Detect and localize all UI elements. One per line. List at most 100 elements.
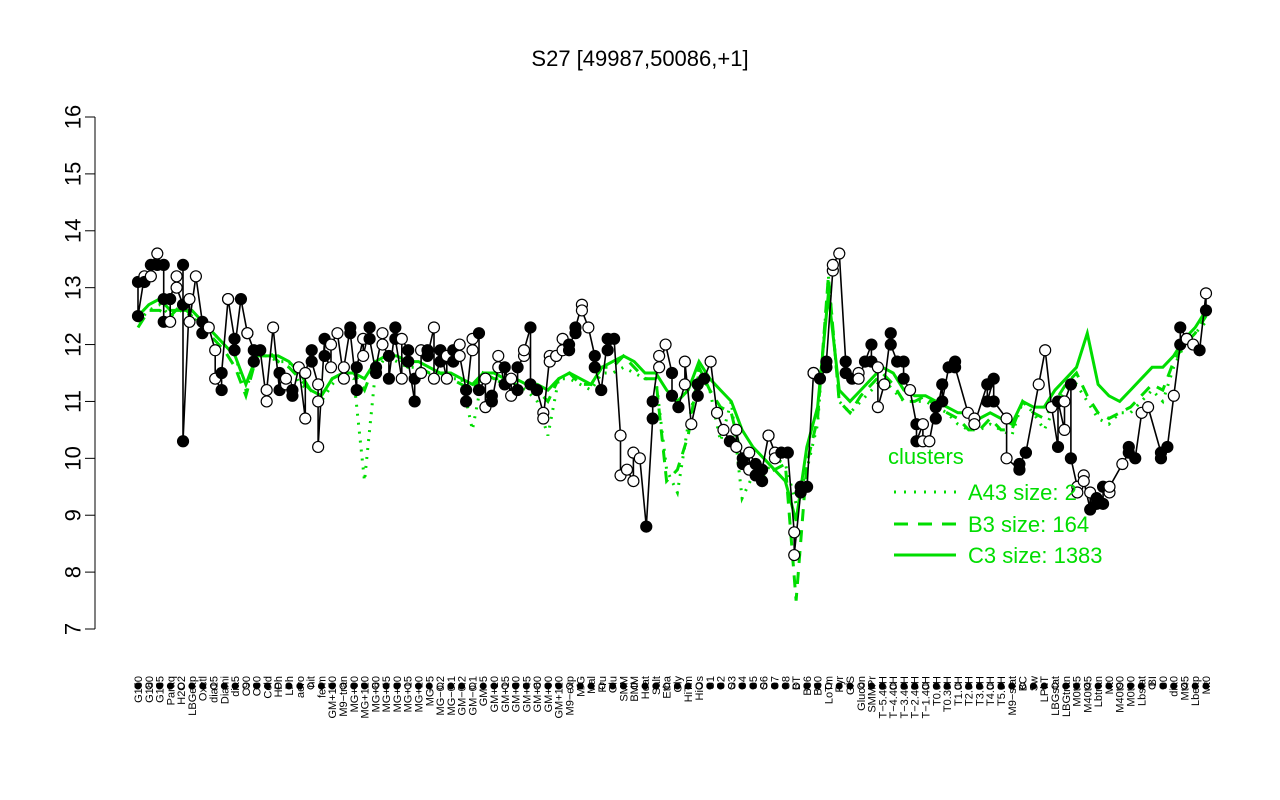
x-tick-label: S7	[769, 676, 781, 689]
data-point	[215, 383, 228, 397]
data-point	[427, 321, 441, 334]
x-tick-marker	[641, 682, 649, 690]
data-point	[460, 395, 473, 408]
x-tick-marker	[814, 682, 822, 690]
x-tick-label: MG−0.1	[446, 676, 458, 715]
x-tick-label: MG+45	[381, 676, 393, 712]
data-point	[1064, 452, 1077, 465]
x-tick-label: LPhT	[1039, 676, 1051, 703]
x-tick-label: BT	[791, 676, 803, 690]
data-point	[151, 247, 164, 260]
data-point	[131, 310, 145, 323]
x-tick-label: B60	[813, 676, 825, 696]
data-point	[987, 372, 1000, 385]
data-point	[189, 270, 203, 283]
x-tick-label: BI	[1147, 676, 1159, 686]
x-tick-label: S5	[748, 676, 760, 689]
x-tick-label: S4	[737, 676, 749, 689]
x-tick-label: G150	[133, 676, 145, 703]
data-point	[659, 338, 672, 351]
x-tick-label: MG+120	[360, 676, 372, 719]
x-tick-marker	[781, 682, 789, 690]
x-tick-label: MG+30	[392, 676, 404, 712]
x-tick-label: S8	[780, 676, 792, 689]
x-tick-marker	[846, 682, 854, 690]
x-tick-marker	[512, 682, 520, 690]
data-point	[369, 361, 383, 374]
data-point	[299, 412, 312, 425]
data-point	[537, 412, 550, 425]
x-tick-label: MG+90	[349, 676, 361, 712]
x-tick-marker	[361, 682, 369, 690]
data-point	[929, 412, 942, 425]
data-point	[331, 327, 344, 340]
data-point	[234, 292, 248, 306]
x-tick-label: Mt0	[1201, 676, 1213, 694]
data-point	[871, 401, 884, 414]
data-point	[254, 344, 267, 357]
x-tick-label: Fru	[597, 676, 609, 693]
data-point	[337, 361, 350, 374]
data-point	[730, 440, 743, 454]
data-point	[614, 429, 627, 442]
data-point	[1193, 344, 1206, 357]
x-tick-marker	[1159, 682, 1167, 690]
data-point	[865, 338, 878, 351]
data-point	[710, 406, 724, 419]
data-point	[801, 480, 814, 493]
data-point	[286, 389, 299, 402]
data-point	[305, 344, 318, 357]
data-point	[627, 474, 640, 488]
data-point	[672, 401, 685, 414]
data-point	[524, 321, 537, 334]
x-tick-label: Sw	[1028, 676, 1040, 691]
x-tick-label: Mt0	[1104, 676, 1116, 694]
x-tick-marker	[533, 682, 541, 690]
data-point	[511, 361, 524, 374]
data-point	[305, 355, 318, 368]
data-point	[685, 418, 698, 431]
data-point	[170, 281, 183, 294]
data-point	[1077, 474, 1090, 488]
data-point	[678, 378, 691, 391]
legend-title: clusters	[888, 444, 964, 469]
x-tick-marker	[868, 682, 876, 690]
x-tick-label: GM+60	[532, 676, 544, 712]
data-point	[485, 395, 498, 408]
x-tick-marker	[436, 682, 444, 690]
data-point	[530, 383, 543, 397]
data-point	[382, 349, 396, 363]
x-tick-marker	[177, 682, 185, 690]
data-point	[460, 383, 473, 397]
x-tick-marker	[156, 682, 164, 690]
data-point	[376, 338, 389, 351]
x-tick-marker	[943, 682, 951, 690]
x-tick-marker	[458, 682, 466, 690]
x-tick-marker	[522, 682, 530, 690]
data-point	[1154, 452, 1168, 465]
x-tick-marker	[544, 682, 552, 690]
data-point	[1122, 440, 1135, 454]
data-point	[897, 355, 910, 368]
x-tick-marker	[986, 682, 994, 690]
data-point	[440, 372, 453, 385]
x-tick-marker	[425, 682, 433, 690]
x-tick-marker	[1040, 682, 1048, 690]
data-point	[357, 349, 370, 363]
x-tick-marker	[1105, 682, 1113, 690]
x-tick-label: Salt	[651, 676, 663, 695]
data-point	[569, 321, 582, 334]
x-tick-marker	[609, 682, 617, 690]
data-point	[260, 395, 273, 408]
x-tick-label: LBGexp	[187, 676, 199, 716]
x-tick-label: T−4.40H	[888, 676, 900, 719]
data-point	[157, 258, 170, 272]
data-point	[897, 372, 910, 385]
data-point	[755, 463, 769, 476]
data-point	[987, 395, 1000, 408]
data-point	[511, 383, 524, 397]
x-tick-marker	[619, 682, 627, 690]
x-tick-label: T−3.40H	[899, 676, 911, 719]
x-tick-marker	[663, 682, 671, 690]
